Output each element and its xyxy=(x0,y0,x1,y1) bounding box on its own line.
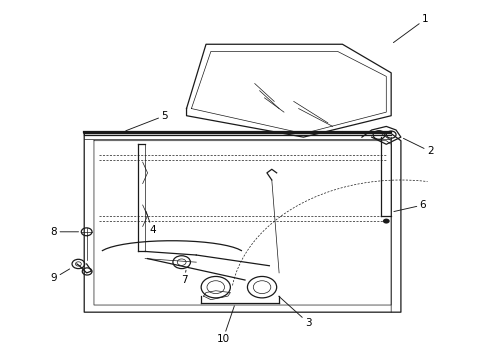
Circle shape xyxy=(383,219,390,224)
Text: 7: 7 xyxy=(181,270,187,285)
Text: 8: 8 xyxy=(50,227,78,237)
Text: 3: 3 xyxy=(279,296,312,328)
Text: 4: 4 xyxy=(146,211,156,235)
Text: 6: 6 xyxy=(394,200,426,212)
Text: 2: 2 xyxy=(403,138,434,157)
Text: 10: 10 xyxy=(217,306,234,344)
Text: 5: 5 xyxy=(126,111,168,131)
Text: 1: 1 xyxy=(393,14,429,42)
Text: 9: 9 xyxy=(50,269,70,283)
